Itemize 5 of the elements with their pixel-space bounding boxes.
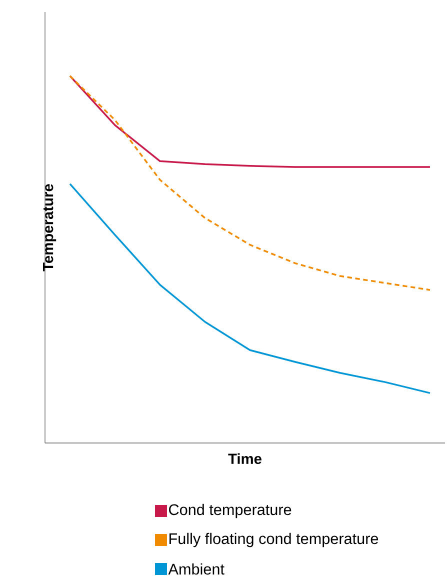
- legend-label: Cond temperature: [169, 504, 292, 518]
- y-axis-title: Temperature: [42, 184, 56, 272]
- legend-label: Fully floating cond temperature: [170, 532, 378, 548]
- legend-label: Ambient: [168, 563, 224, 575]
- x-axis-title: Time: [228, 453, 262, 464]
